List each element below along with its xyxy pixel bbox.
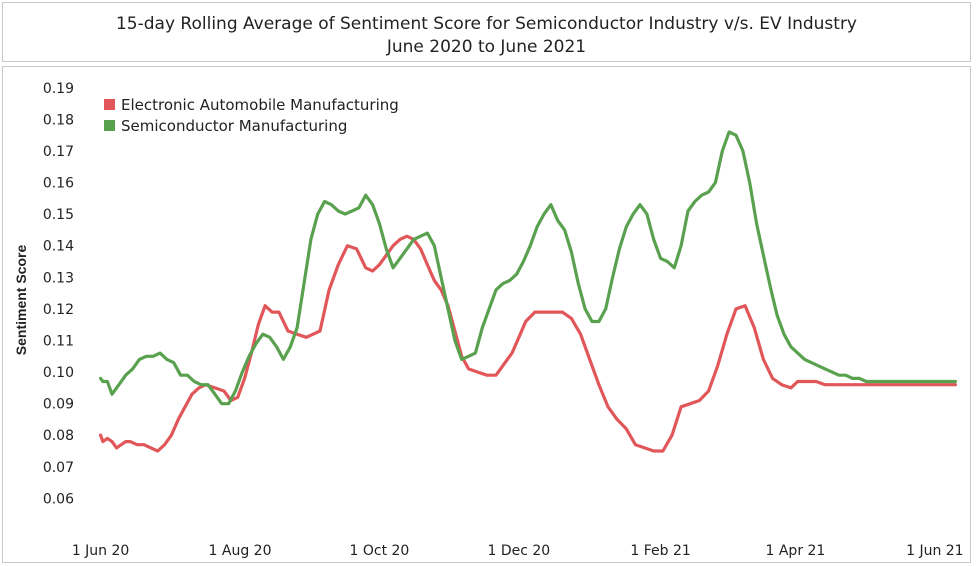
x-tick-label: 1 Feb 21 bbox=[630, 543, 690, 559]
y-axis-label: Sentiment Score bbox=[13, 245, 29, 356]
title-panel: 15-day Rolling Average of Sentiment Scor… bbox=[2, 2, 971, 62]
legend: Electronic Automobile Manufacturing Semic… bbox=[104, 96, 399, 135]
y-tick-label: 0.13 bbox=[43, 270, 74, 286]
series-line-semiconductor bbox=[98, 130, 958, 406]
y-tick-label: 0.07 bbox=[43, 460, 74, 476]
y-tick-label: 0.15 bbox=[43, 207, 74, 223]
y-tick-label: 0.12 bbox=[43, 302, 74, 318]
chart-title: 15-day Rolling Average of Sentiment Scor… bbox=[115, 14, 857, 34]
legend-label: Semiconductor Manufacturing bbox=[121, 117, 347, 135]
y-tick-label: 0.16 bbox=[43, 176, 74, 192]
legend-swatch bbox=[104, 120, 115, 131]
x-tick-label: 1 Jun 20 bbox=[72, 543, 130, 559]
series-line-ev bbox=[98, 234, 958, 453]
chart-subtitle: June 2020 to June 2021 bbox=[386, 37, 587, 57]
y-tick-label: 0.19 bbox=[43, 81, 74, 97]
y-tick-label: 0.14 bbox=[43, 239, 74, 255]
x-tick-label: 1 Jun 21 bbox=[906, 543, 964, 559]
x-tick-label: 1 Apr 21 bbox=[766, 543, 826, 559]
x-tick-label: 1 Oct 20 bbox=[350, 543, 410, 559]
legend-label: Electronic Automobile Manufacturing bbox=[121, 96, 399, 114]
legend-swatch bbox=[104, 99, 115, 110]
y-tick-label: 0.18 bbox=[43, 112, 74, 128]
series-lines bbox=[98, 130, 958, 453]
y-tick-label: 0.11 bbox=[43, 333, 74, 349]
x-tick-label: 1 Dec 20 bbox=[487, 543, 550, 559]
y-tick-label: 0.09 bbox=[43, 397, 74, 413]
y-tick-label: 0.17 bbox=[43, 144, 74, 160]
x-axis-ticks: 1 Jun 20 1 Aug 20 1 Oct 20 1 Dec 20 1 Feb 21… bbox=[72, 543, 964, 559]
y-tick-label: 0.06 bbox=[43, 491, 74, 507]
x-tick-label: 1 Aug 20 bbox=[209, 543, 272, 559]
y-tick-label: 0.08 bbox=[43, 428, 74, 444]
y-axis-ticks: 0.06 0.07 0.08 0.09 0.10 0.11 0.12 0.13 0.14 0.15… bbox=[43, 81, 74, 508]
y-tick-label: 0.10 bbox=[43, 365, 74, 381]
